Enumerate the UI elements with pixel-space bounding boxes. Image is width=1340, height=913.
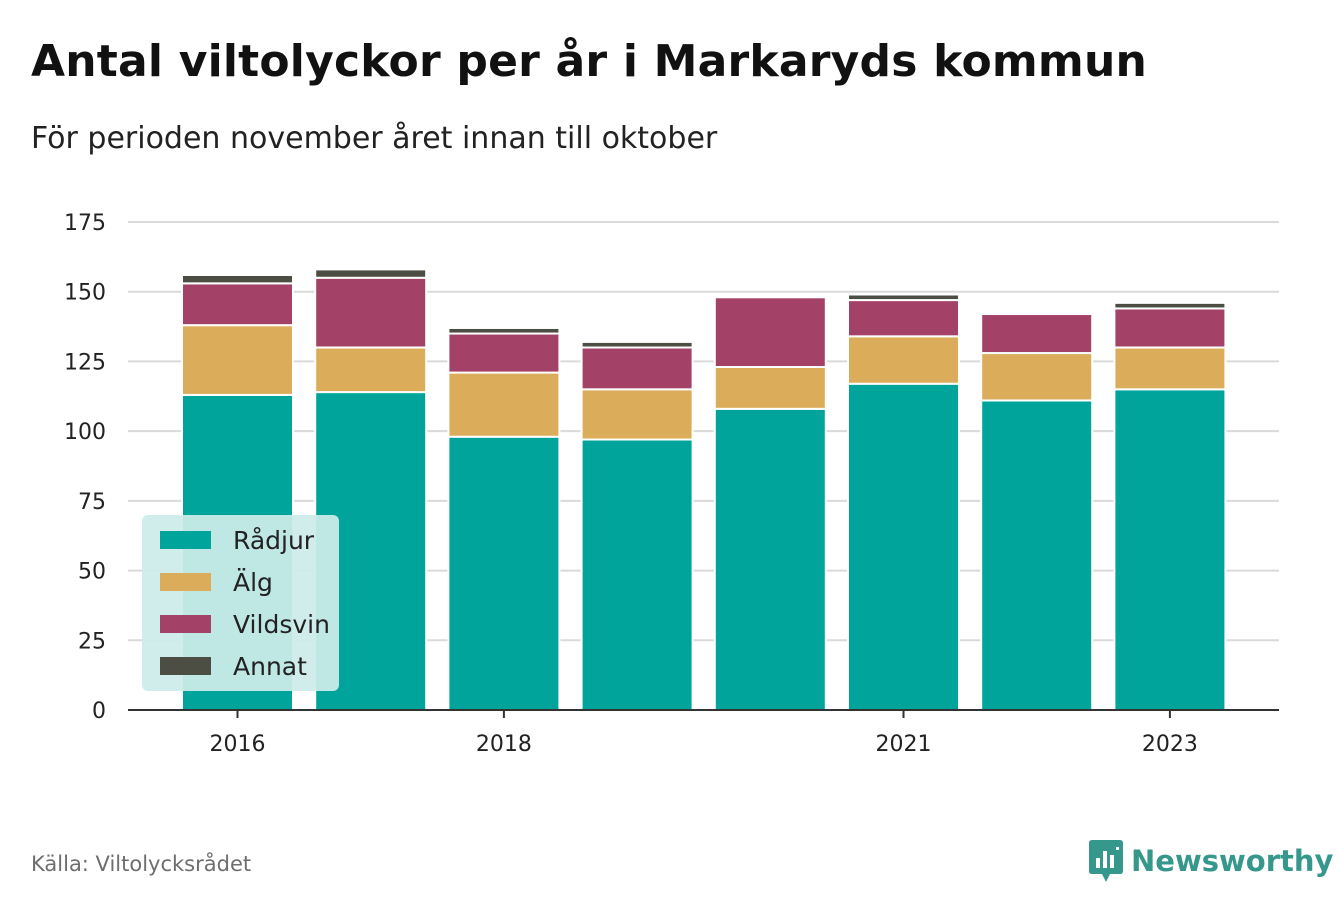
y-tick-label-100: 100	[64, 420, 106, 445]
legend-swatch-Vildsvin	[160, 615, 211, 633]
x-tick-label-2016: 2016	[210, 732, 266, 757]
y-tick-label-50: 50	[78, 560, 106, 585]
bar-Rådjur-2023	[1113, 388, 1227, 711]
bar-Rådjur-2020	[713, 407, 827, 711]
legend-label-Älg: Älg	[233, 568, 273, 597]
bar-stack-2021	[847, 293, 960, 711]
chart-subtitle: För perioden november året innan till ok…	[31, 121, 718, 156]
bar-Rådjur-2018	[447, 435, 561, 711]
bar-Vildsvin-2018	[447, 332, 561, 374]
bar-Annat-2017	[314, 268, 428, 279]
bar-Vildsvin-2021	[847, 299, 960, 338]
y-tick-label-75: 75	[78, 490, 106, 515]
bar-Vildsvin-2020	[713, 296, 827, 369]
legend-swatch-Älg	[160, 573, 211, 591]
bar-Vildsvin-2019	[580, 346, 694, 391]
bar-Älg-2022	[980, 352, 1094, 402]
legend-swatch-Rådjur	[160, 531, 211, 549]
legend-box	[142, 515, 339, 691]
x-tick-label-2021: 2021	[876, 732, 932, 757]
legend: Rådjur Älg Vildsvin Annat	[142, 515, 339, 691]
bar-Älg-2018	[447, 371, 561, 438]
bar-Annat-2019	[580, 340, 694, 349]
bar-Rådjur-2021	[847, 382, 960, 711]
bar-stack-2019	[580, 340, 694, 711]
bar-stack-2023	[1113, 301, 1227, 711]
legend-label-Annat: Annat	[233, 652, 307, 681]
y-tick-label-175: 175	[64, 211, 106, 236]
bar-Rådjur-2022	[980, 399, 1094, 711]
bar-Annat-2016	[181, 273, 294, 285]
bar-stack-2022	[980, 313, 1094, 711]
bar-Annat-2021	[847, 293, 960, 302]
x-tick-label-2018: 2018	[476, 732, 532, 757]
source-note: Källa: Viltolycksrådet	[31, 852, 252, 876]
legend-label-Vildsvin: Vildsvin	[233, 610, 330, 639]
y-tick-label-0: 0	[92, 699, 106, 724]
y-tick-label-25: 25	[78, 629, 106, 654]
bar-Älg-2021	[847, 335, 960, 385]
bar-stack-2018	[447, 326, 561, 711]
bar-Annat-2023	[1113, 301, 1227, 310]
bar-Annat-2018	[447, 326, 561, 335]
bar-Vildsvin-2023	[1113, 307, 1227, 349]
brand-name: Newsworthy	[1131, 844, 1334, 878]
x-tick-label-2023: 2023	[1142, 732, 1198, 757]
bar-Vildsvin-2016	[181, 282, 294, 327]
bar-Älg-2023	[1113, 346, 1227, 391]
y-tick-label-125: 125	[64, 350, 106, 375]
newsworthy-logo: Newsworthy	[1088, 838, 1333, 884]
bar-Älg-2019	[580, 388, 694, 441]
bar-Vildsvin-2022	[980, 313, 1094, 355]
bar-Älg-2020	[713, 366, 827, 410]
bar-Älg-2016	[181, 324, 294, 396]
bar-Vildsvin-2017	[314, 276, 428, 349]
bar-Rådjur-2019	[580, 438, 694, 711]
newsworthy-chart-icon	[1089, 840, 1123, 882]
chart-title: Antal viltolyckor per år i Markaryds kom…	[31, 36, 1148, 87]
axes: 0 25 50 75 100 125 150 175 2016 2018 2021 2023	[64, 211, 1279, 757]
legend-label-Rådjur: Rådjur	[233, 526, 315, 555]
bar-Älg-2017	[314, 346, 428, 394]
bar-stack-2020	[713, 296, 827, 711]
legend-swatch-Annat	[160, 657, 211, 675]
y-tick-label-150: 150	[64, 281, 106, 306]
